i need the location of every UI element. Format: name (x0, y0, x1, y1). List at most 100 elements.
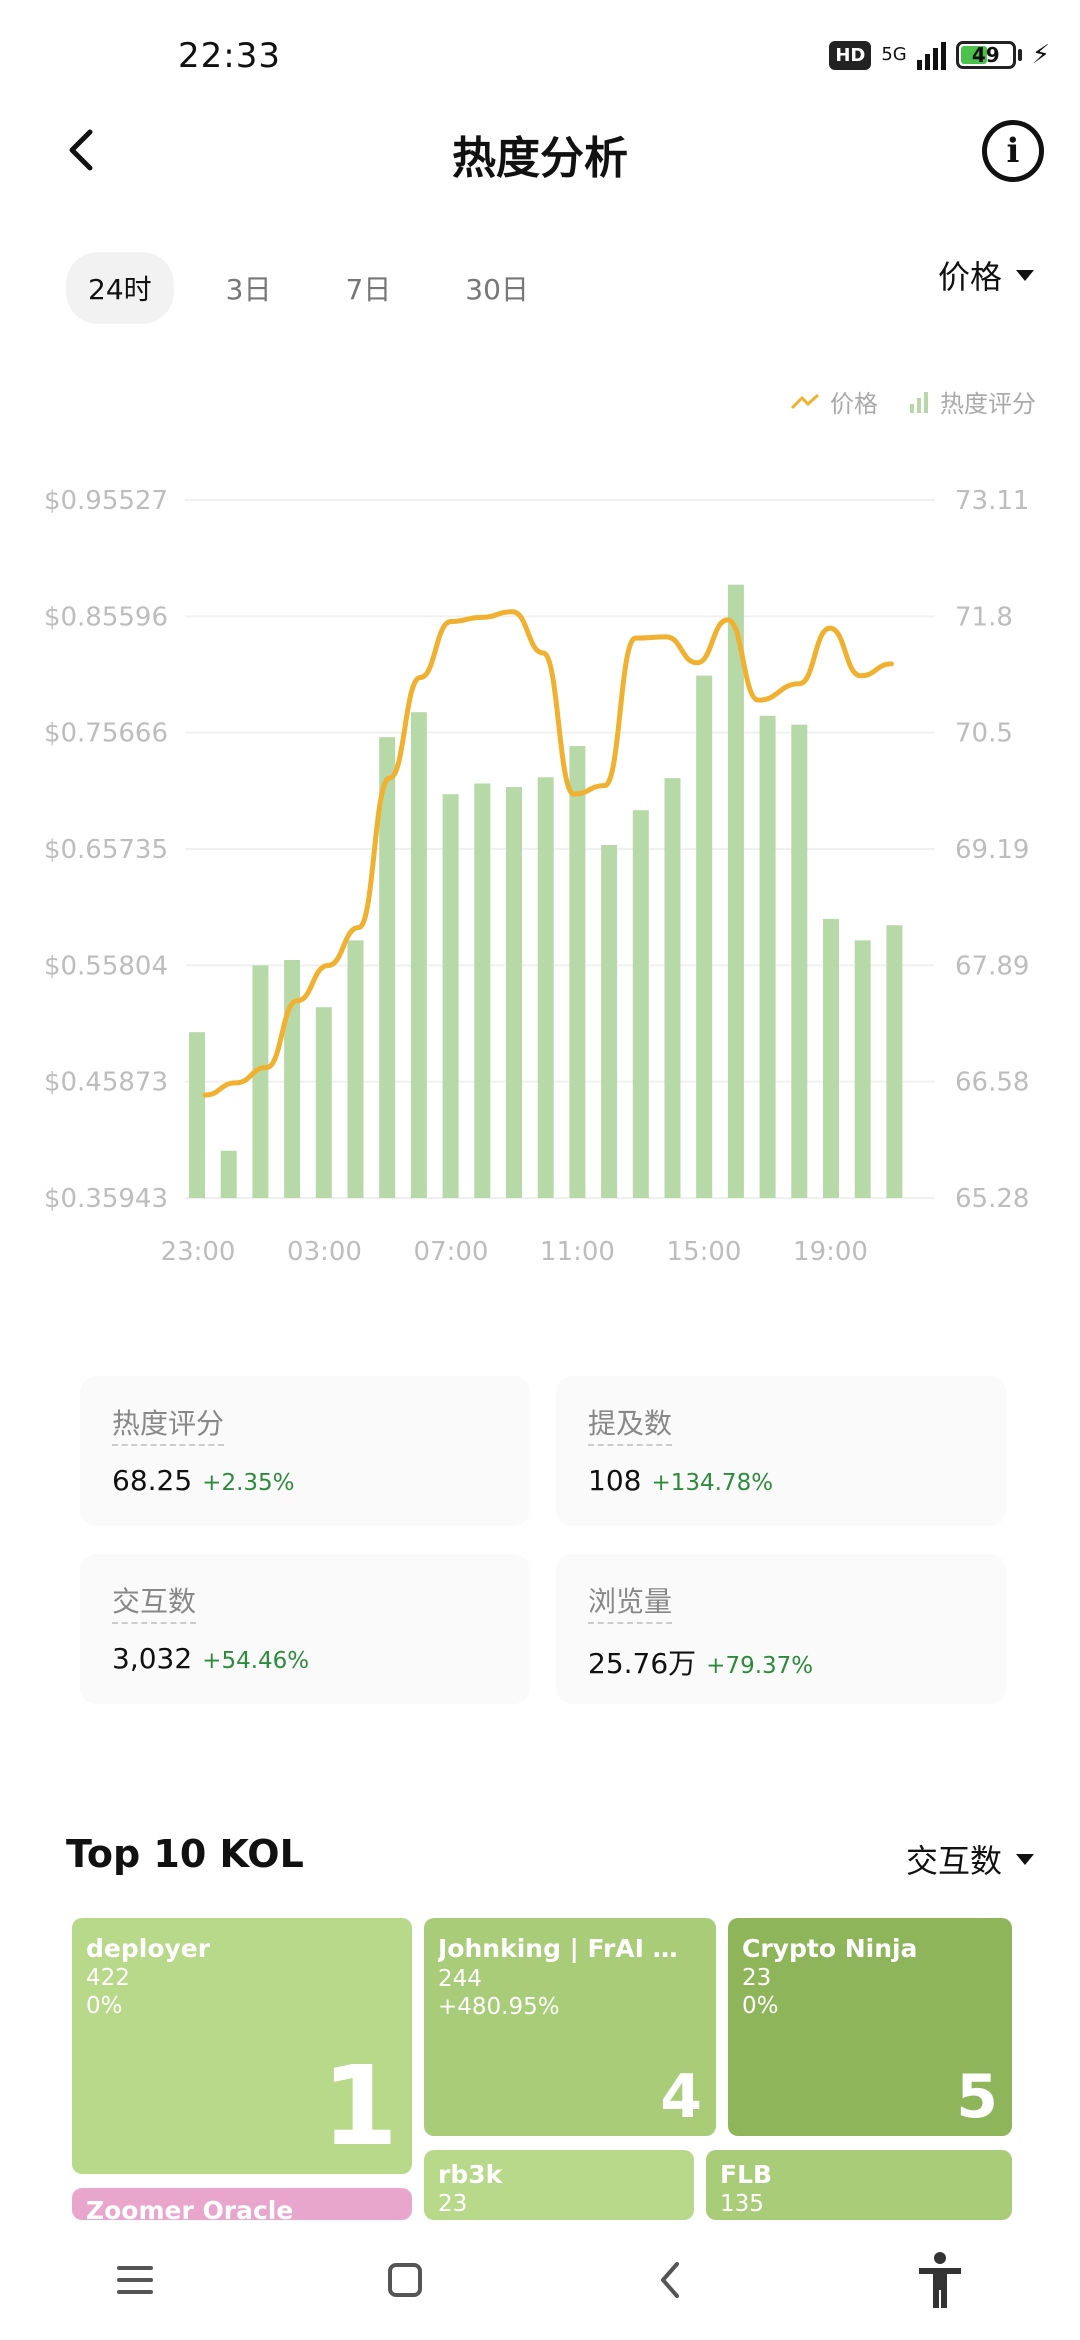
chevron-down-icon (1016, 269, 1034, 281)
home-icon[interactable] (385, 2260, 425, 2300)
back-icon[interactable] (655, 2260, 685, 2300)
stat-card-heat[interactable]: 热度评分 68.25 +2.35% (80, 1376, 530, 1526)
heat-bar (727, 584, 744, 1198)
tab-7d[interactable]: 7日 (345, 273, 392, 306)
stat-change: +2.35% (202, 1470, 295, 1496)
right-tick-label: 69.19 (955, 835, 1029, 865)
kol-count: 244 (438, 1966, 482, 1992)
kol-name: Crypto Ninja (742, 1934, 918, 1963)
x-tick-label: 07:00 (414, 1237, 489, 1267)
tab-24h[interactable]: 24时 (66, 252, 174, 324)
legend-price-label: 价格 (830, 390, 878, 418)
stat-value: 25.76万 (588, 1647, 697, 1680)
kol-change: +480.95% (438, 1994, 560, 2020)
back-button[interactable] (56, 120, 106, 180)
stat-card-mentions[interactable]: 提及数 108 +134.78% (556, 1376, 1006, 1526)
heat-bar (823, 918, 839, 1198)
legend-heat-label: 热度评分 (940, 390, 1036, 418)
page-title: 热度分析 (452, 133, 628, 184)
price-line-path (202, 609, 894, 1098)
kol-count: 23 (742, 1965, 772, 1991)
range-tabs: 24时 3日 7日 30日 (66, 252, 551, 324)
kol-rank: 5 (956, 2062, 998, 2132)
stat-value: 108 (588, 1464, 642, 1497)
right-tick-label: 70.5 (955, 719, 1013, 749)
kol-count: 422 (86, 1965, 130, 1991)
right-tick-label: 71.8 (955, 602, 1013, 632)
right-tick-label: 65.28 (955, 1184, 1029, 1214)
right-axis-ticks: 73.11 71.8 70.5 69.19 67.89 66.58 65.28 (955, 486, 1029, 1214)
heat-bar (284, 959, 301, 1198)
accessibility-icon[interactable] (915, 2250, 965, 2310)
stat-change: +79.37% (706, 1653, 814, 1679)
metric-select[interactable]: 价格 (938, 252, 1034, 298)
left-axis-ticks: $0.95527 $0.85596 $0.75666 $0.65735 $0.55804… (44, 486, 168, 1214)
left-tick-label: $0.75666 (44, 719, 168, 749)
kol-count: 135 (720, 2191, 764, 2217)
right-tick-label: 73.11 (955, 486, 1029, 516)
bar-legend-icon (910, 391, 928, 413)
heat-bar (886, 925, 903, 1198)
tab-30d[interactable]: 30日 (465, 273, 529, 306)
heat-bar (442, 794, 459, 1198)
signal-icon (916, 40, 946, 70)
kol-sort-select[interactable]: 交互数 (906, 1836, 1034, 1882)
x-tick-label: 23:00 (161, 1237, 236, 1267)
legend-heat[interactable]: 热度评分 (908, 384, 1036, 419)
kol-card[interactable]: rb3k 23 (424, 2150, 694, 2220)
kol-name: deployer (86, 1934, 211, 1963)
heat-bar (664, 778, 681, 1198)
heat-price-chart[interactable]: $0.95527 $0.85596 $0.75666 $0.65735 $0.55804… (0, 440, 1080, 1290)
kol-card[interactable]: FLB 135 (706, 2150, 1012, 2220)
kol-card[interactable]: Crypto Ninja 23 0% 5 (728, 1918, 1012, 2136)
status-indicators: HD 5G 49 ⚡ (829, 40, 1050, 70)
x-tick-label: 19:00 (793, 1237, 868, 1267)
kol-sort-label: 交互数 (905, 1842, 1002, 1880)
heat-bar (252, 965, 269, 1198)
hd-badge: HD (829, 40, 872, 70)
charging-icon: ⚡ (1031, 40, 1050, 70)
heat-bar (696, 675, 713, 1198)
heat-bar (854, 940, 871, 1198)
stat-card-interactions[interactable]: 交互数 3,032 +54.46% (80, 1554, 530, 1704)
stat-label: 交互数 (112, 1580, 197, 1624)
kol-change: 0% (86, 1993, 123, 2019)
kol-card[interactable]: deployer 422 0% 1 (72, 1918, 412, 2174)
kol-name: Zoomer Oracle (86, 2196, 294, 2220)
left-tick-label: $0.45873 (44, 1068, 168, 1098)
line-legend-icon (790, 393, 820, 409)
menu-icon[interactable] (115, 2263, 155, 2297)
stat-card-views[interactable]: 浏览量 25.76万 +79.37% (556, 1554, 1006, 1704)
left-tick-label: $0.65735 (44, 835, 168, 865)
left-tick-label: $0.95527 (44, 486, 168, 516)
left-tick-label: $0.35943 (44, 1184, 168, 1214)
stat-value: 68.25 (112, 1464, 193, 1497)
heat-bar (759, 715, 776, 1198)
kol-card[interactable]: Johnking | FrAI 🦜 M… 244 +480.95% 4 (424, 1918, 716, 2136)
system-nav-bar (0, 2220, 1080, 2340)
heat-bar (601, 844, 618, 1198)
heat-bar (410, 712, 427, 1198)
kol-card[interactable]: Zoomer Oracle (72, 2188, 412, 2220)
info-button[interactable]: i (982, 120, 1044, 182)
left-tick-label: $0.85596 (44, 602, 168, 632)
chevron-down-icon (1016, 1853, 1034, 1865)
battery-cap (1017, 49, 1022, 61)
kol-rank: 4 (660, 2062, 702, 2132)
stat-label: 浏览量 (588, 1580, 673, 1624)
x-axis-ticks: 23:00 03:00 07:00 11:00 15:00 19:00 (161, 1237, 868, 1267)
heat-bars (189, 584, 903, 1198)
tab-3d[interactable]: 3日 (225, 273, 272, 306)
legend-price[interactable]: 价格 (790, 384, 878, 419)
battery-level: 49 (971, 43, 1000, 67)
heat-bar (632, 810, 649, 1198)
stat-label: 提及数 (588, 1402, 673, 1446)
heat-bar (474, 783, 491, 1198)
stat-change: +134.78% (651, 1470, 774, 1496)
right-tick-label: 67.89 (955, 951, 1029, 981)
status-time: 22:33 (178, 36, 281, 76)
stat-label: 热度评分 (112, 1402, 225, 1446)
heat-bar (220, 1150, 237, 1198)
kol-change: 0% (742, 1993, 779, 2019)
heat-bar (379, 737, 396, 1198)
